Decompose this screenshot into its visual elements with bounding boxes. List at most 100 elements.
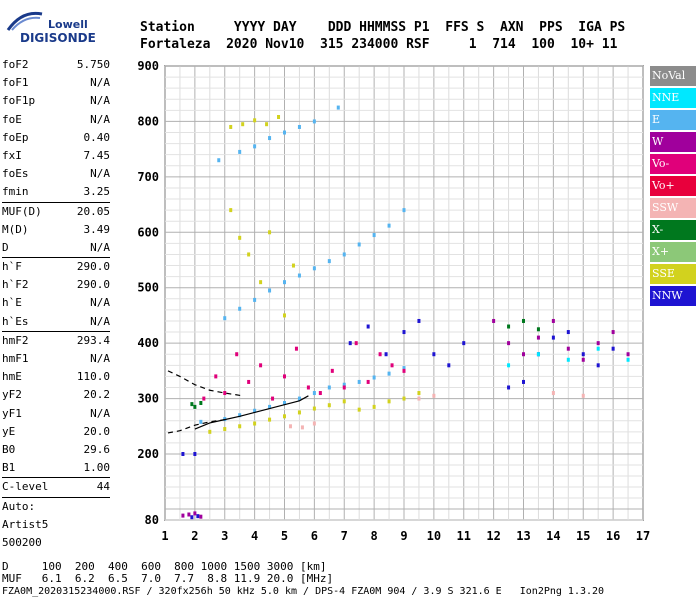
x-tick-label: 9 bbox=[400, 529, 407, 543]
data-point bbox=[238, 413, 242, 418]
data-point bbox=[596, 363, 600, 368]
param-row: C-level 44 bbox=[2, 478, 110, 496]
data-point bbox=[277, 114, 281, 119]
x-tick-label: 15 bbox=[576, 529, 590, 543]
data-point bbox=[372, 404, 376, 409]
param-row: foEs N/A bbox=[2, 165, 110, 183]
param-row: foE N/A bbox=[2, 111, 110, 129]
param-value: N/A bbox=[90, 94, 110, 108]
data-point bbox=[268, 417, 272, 422]
data-point bbox=[551, 391, 555, 396]
data-point bbox=[217, 158, 221, 163]
data-point bbox=[283, 130, 286, 135]
data-point bbox=[536, 335, 540, 340]
data-point bbox=[611, 346, 615, 351]
param-separator bbox=[2, 477, 110, 479]
param-row: yF2 20.2 bbox=[2, 386, 110, 404]
data-point bbox=[223, 427, 227, 432]
data-point bbox=[265, 122, 269, 127]
param-value: 290.0 bbox=[76, 260, 110, 274]
param-label: yF2 bbox=[2, 388, 22, 402]
data-point bbox=[522, 379, 525, 384]
x-tick-label: 5 bbox=[281, 529, 288, 543]
profile-upper-line bbox=[167, 370, 243, 397]
param-value: 44 bbox=[96, 480, 110, 494]
data-point bbox=[330, 368, 334, 373]
data-point bbox=[193, 511, 197, 516]
data-point bbox=[268, 136, 272, 141]
legend-item: NNW bbox=[650, 286, 696, 306]
legend-item: W bbox=[650, 132, 696, 152]
param-label: foF1 bbox=[2, 76, 29, 90]
data-point bbox=[253, 118, 257, 123]
header-values: Fortaleza 2020 Nov10 315 234000 RSF 1 71… bbox=[140, 37, 618, 52]
data-point bbox=[268, 288, 272, 293]
param-label: hmF2 bbox=[2, 333, 29, 347]
data-point bbox=[235, 352, 239, 357]
x-tick-label: 10 bbox=[427, 529, 441, 543]
param-label: B0 bbox=[2, 442, 16, 456]
data-point bbox=[271, 396, 275, 401]
x-tick-label: 17 bbox=[636, 529, 650, 543]
data-point bbox=[536, 352, 540, 357]
data-point bbox=[402, 396, 406, 401]
data-point bbox=[387, 223, 391, 228]
param-value: 290.0 bbox=[76, 278, 110, 292]
data-point bbox=[581, 352, 585, 357]
legend-item: SSE bbox=[650, 264, 696, 284]
data-point bbox=[312, 421, 316, 426]
param-value: N/A bbox=[90, 112, 110, 126]
param-label: h`F bbox=[2, 260, 22, 274]
y-tick-label: 700 bbox=[137, 170, 159, 184]
data-point bbox=[312, 119, 316, 124]
y-tick-label: 200 bbox=[137, 447, 159, 461]
data-point bbox=[507, 385, 511, 390]
param-value: 7.45 bbox=[83, 148, 111, 162]
y-tick-label: 600 bbox=[137, 225, 159, 239]
data-point bbox=[190, 402, 194, 407]
param-row: MUF(D) 20.05 bbox=[2, 203, 110, 221]
data-point bbox=[196, 514, 200, 519]
legend-item: Vo+ bbox=[650, 176, 696, 196]
data-point bbox=[566, 330, 570, 335]
legend-item: X+ bbox=[650, 242, 696, 262]
data-point bbox=[626, 357, 630, 362]
y-tick-label: 800 bbox=[137, 114, 159, 128]
data-point bbox=[522, 352, 525, 357]
data-point bbox=[378, 352, 382, 357]
x-tick-label: 14 bbox=[546, 529, 560, 543]
param-separator bbox=[2, 330, 110, 332]
x-tick-label: 7 bbox=[341, 529, 348, 543]
x-tick-label: 6 bbox=[311, 529, 318, 543]
data-point bbox=[566, 346, 570, 351]
param-row: Auto: bbox=[2, 498, 110, 516]
digisonde-logo: Lowell DIGISONDE bbox=[6, 6, 116, 46]
data-point bbox=[229, 124, 233, 129]
data-point bbox=[336, 105, 340, 110]
param-row: yF1 N/A bbox=[2, 405, 110, 423]
profile-lower-line bbox=[167, 419, 225, 434]
param-value: N/A bbox=[90, 352, 110, 365]
data-point bbox=[300, 425, 304, 430]
data-point bbox=[596, 341, 600, 346]
data-point bbox=[447, 363, 451, 368]
data-point bbox=[241, 122, 245, 127]
param-label: D bbox=[2, 240, 9, 254]
param-row: B0 29.6 bbox=[2, 441, 110, 459]
param-value: 5.750 bbox=[76, 58, 110, 71]
x-tick-label: 4 bbox=[251, 529, 258, 543]
data-point bbox=[312, 391, 316, 396]
data-point bbox=[390, 363, 394, 368]
data-point bbox=[626, 352, 630, 357]
data-point bbox=[181, 513, 185, 518]
data-point bbox=[193, 452, 197, 456]
param-row: 500200 bbox=[2, 534, 110, 552]
param-label: hmE bbox=[2, 370, 22, 384]
data-point bbox=[223, 316, 227, 321]
param-label: foF1p bbox=[2, 94, 36, 108]
param-row: hmE 110.0 bbox=[2, 368, 110, 386]
data-point bbox=[288, 424, 292, 429]
data-point bbox=[507, 341, 511, 346]
data-point bbox=[342, 382, 346, 387]
data-point bbox=[357, 407, 361, 412]
